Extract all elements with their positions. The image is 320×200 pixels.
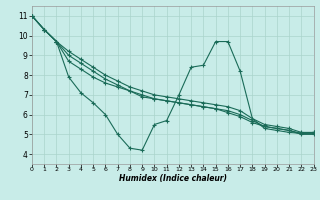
X-axis label: Humidex (Indice chaleur): Humidex (Indice chaleur)	[119, 174, 227, 183]
